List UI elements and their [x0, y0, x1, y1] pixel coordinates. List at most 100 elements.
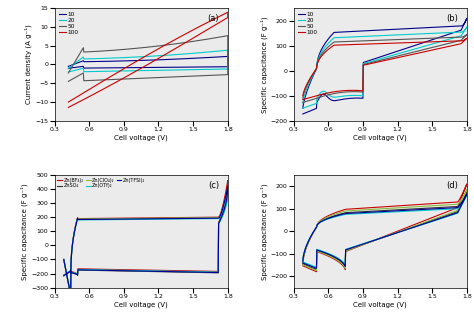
Zn(ClO₄)₂	[300, 263, 306, 267]
50	[65, 71, 71, 75]
Zn(OTf)₂	[206, 217, 211, 221]
20	[300, 106, 306, 110]
50	[300, 96, 306, 100]
Zn(BF₄)₂	[133, 268, 138, 272]
ZnSO₄	[194, 216, 200, 220]
Line: Zn(TFSI)₂: Zn(TFSI)₂	[303, 194, 467, 268]
Line: Zn(ClO₄)₂: Zn(ClO₄)₂	[303, 189, 467, 271]
Legend: Zn(BF₄)₂, ZnSO₄, Zn(ClO₄)₂, Zn(OTf)₂, Zn(TFSI)₂: Zn(BF₄)₂, ZnSO₄, Zn(ClO₄)₂, Zn(OTf)₂, Zn…	[57, 177, 146, 189]
Zn(BF₄)₂	[438, 213, 443, 216]
Zn(ClO₄)₂	[133, 269, 138, 273]
100	[379, 59, 384, 63]
Zn(OTf)₂	[95, 218, 100, 222]
20	[345, 94, 351, 98]
Zn(TFSI)₂	[61, 257, 66, 261]
Zn(BF₄)₂	[163, 268, 169, 272]
50	[225, 34, 231, 38]
Text: (b): (b)	[447, 14, 458, 23]
10	[345, 97, 351, 100]
Zn(OTf)₂	[300, 258, 306, 262]
Zn(BF₄)₂	[300, 264, 306, 268]
Line: Zn(TFSI)₂: Zn(TFSI)₂	[64, 186, 228, 295]
Zn(OTf)₂	[379, 236, 384, 240]
Zn(ClO₄)₂	[345, 248, 351, 252]
ZnSO₄	[300, 260, 306, 264]
Zn(BF₄)₂	[428, 216, 434, 220]
Zn(ClO₄)₂	[61, 274, 66, 278]
ZnSO₄	[225, 188, 231, 192]
50	[147, 45, 153, 49]
Zn(OTf)₂	[225, 190, 231, 194]
100	[210, 18, 216, 22]
50	[210, 36, 216, 40]
Line: ZnSO₄: ZnSO₄	[64, 190, 228, 295]
20	[438, 40, 443, 44]
ZnSO₄	[95, 217, 100, 221]
Zn(TFSI)₂	[133, 269, 138, 273]
Zn(OTf)₂	[61, 257, 66, 261]
Zn(BF₄)₂	[419, 220, 425, 224]
ZnSO₄	[300, 262, 306, 266]
Line: Zn(BF₄)₂: Zn(BF₄)₂	[303, 184, 467, 272]
Zn(BF₄)₂	[314, 270, 319, 274]
20	[122, 56, 128, 59]
Zn(BF₄)₂	[206, 215, 211, 219]
Zn(BF₄)₂	[379, 235, 384, 239]
50	[171, 75, 177, 79]
10	[196, 65, 202, 69]
Zn(BF₄)₂	[464, 182, 470, 186]
Zn(BF₄)₂	[95, 216, 100, 220]
10	[300, 112, 306, 116]
50	[428, 46, 434, 50]
Zn(OTf)₂	[163, 269, 169, 273]
Zn(BF₄)₂	[68, 292, 73, 296]
Line: 20: 20	[303, 27, 467, 108]
10	[428, 38, 434, 42]
Y-axis label: Specific capacitance (F g⁻¹): Specific capacitance (F g⁻¹)	[260, 183, 268, 280]
Zn(OTf)₂	[300, 260, 306, 264]
100	[144, 63, 150, 67]
Line: Zn(OTf)₂: Zn(OTf)₂	[303, 195, 467, 267]
ZnSO₄	[438, 216, 443, 220]
ZnSO₄	[206, 216, 211, 220]
100	[196, 33, 202, 37]
20	[419, 45, 425, 49]
20	[428, 42, 434, 46]
100	[320, 52, 326, 56]
Zn(ClO₄)₂	[428, 218, 434, 222]
50	[65, 79, 71, 83]
Zn(OTf)₂	[314, 265, 319, 269]
50	[464, 32, 470, 36]
100	[438, 46, 443, 50]
10	[210, 55, 216, 59]
Zn(TFSI)₂	[320, 219, 326, 223]
Zn(BF₄)₂	[300, 262, 306, 266]
Text: (d): (d)	[447, 181, 458, 189]
100	[464, 36, 470, 40]
Zn(ClO₄)₂	[95, 217, 100, 221]
10	[65, 66, 71, 70]
100	[419, 50, 425, 54]
10	[144, 66, 150, 70]
Line: 100: 100	[303, 38, 467, 99]
20	[210, 50, 216, 54]
Line: 50: 50	[68, 36, 228, 81]
Zn(TFSI)₂	[428, 219, 434, 223]
Zn(TFSI)₂	[206, 216, 211, 220]
Zn(ClO₄)₂	[68, 293, 73, 297]
20	[147, 54, 153, 58]
Legend: 10, 20, 50, 100: 10, 20, 50, 100	[57, 11, 80, 36]
Line: Zn(OTf)₂: Zn(OTf)₂	[64, 192, 228, 294]
20	[171, 68, 177, 72]
100	[65, 100, 71, 104]
20	[225, 48, 231, 52]
20	[65, 70, 71, 74]
20	[320, 48, 326, 52]
10	[122, 59, 128, 63]
Zn(ClO₄)₂	[379, 236, 384, 240]
ZnSO₄	[419, 222, 425, 226]
Zn(OTf)₂	[194, 217, 200, 221]
X-axis label: Cell voltage (V): Cell voltage (V)	[114, 135, 168, 141]
X-axis label: Cell voltage (V): Cell voltage (V)	[114, 302, 168, 308]
50	[300, 100, 306, 104]
